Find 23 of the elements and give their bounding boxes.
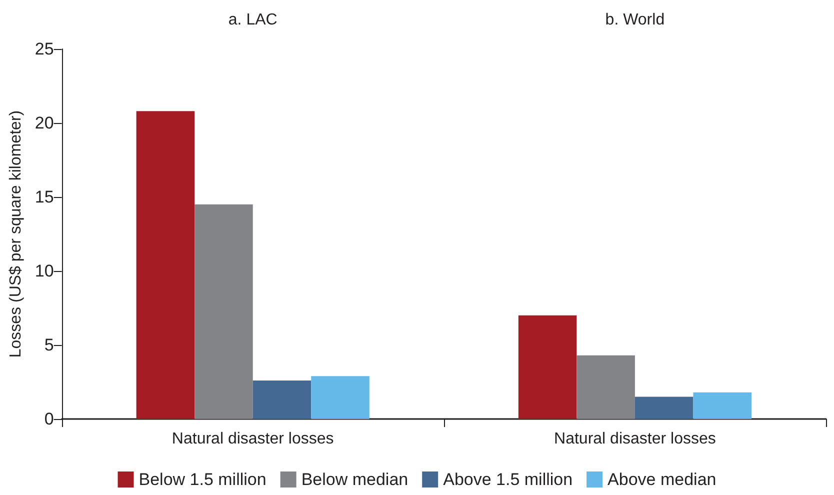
y-tick-label: 20 xyxy=(34,114,54,132)
bar xyxy=(194,204,253,419)
y-tick-label: 5 xyxy=(44,336,54,354)
y-tick-label: 0 xyxy=(44,410,54,428)
y-tick-label: 25 xyxy=(34,40,54,58)
y-tick-label: 15 xyxy=(34,188,54,206)
y-tick-label: 10 xyxy=(34,262,54,280)
legend-label: Below 1.5 million xyxy=(138,470,266,489)
bar xyxy=(634,396,694,419)
bar xyxy=(136,111,195,419)
legend-label: Above 1.5 million xyxy=(443,470,573,489)
x-tick-label: Natural disaster losses xyxy=(554,430,716,448)
bar xyxy=(252,380,312,419)
y-axis-title: Losses (US$ per square kilometer) xyxy=(8,110,24,358)
legend-label: Below median xyxy=(301,470,408,489)
legend-label: Above median xyxy=(608,470,716,489)
x-tick-label: Natural disaster losses xyxy=(172,430,334,448)
bar xyxy=(311,376,370,419)
bar xyxy=(693,392,752,419)
bar xyxy=(518,315,577,419)
bar xyxy=(576,355,635,419)
text: a. LAC xyxy=(228,12,278,28)
text: b. World xyxy=(605,12,665,28)
